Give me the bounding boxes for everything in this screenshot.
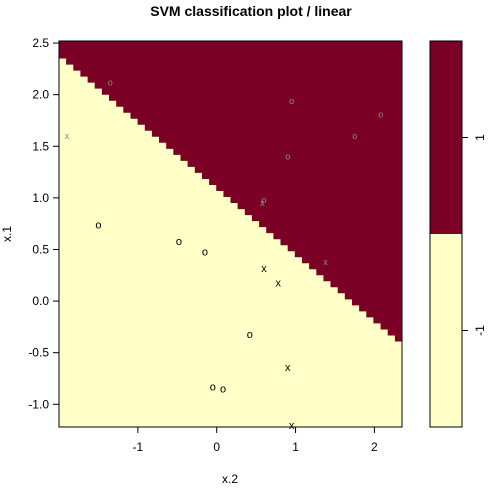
data-point: o	[285, 152, 290, 162]
legend-label: -1	[473, 325, 487, 336]
data-point: o	[289, 96, 294, 106]
legend-label: 1	[473, 134, 487, 141]
data-point: o	[95, 220, 101, 232]
y-tick-label: 2.0	[32, 88, 49, 102]
data-point: o	[378, 109, 383, 119]
y-tick-label: 1.5	[32, 139, 49, 153]
axes: -1 0 1 2 -1.0 -0.5 0.0 0.5 1.0 1.5 2.0 2.5	[28, 36, 403, 454]
data-point: o	[176, 236, 182, 248]
legend-colorbar: 1 -1	[429, 40, 487, 428]
y-tick-label: 0.5	[32, 242, 49, 256]
data-point: o	[202, 246, 208, 258]
chart-title: SVM classification plot / linear	[150, 3, 352, 19]
data-point: o	[210, 382, 216, 394]
y-tick-label: 2.5	[32, 36, 49, 50]
x-tick-label: 2	[371, 440, 378, 454]
legend-swatch-class-1	[430, 41, 462, 234]
legend-swatch-class-neg1	[430, 234, 462, 427]
x-axis-label: x.2	[222, 472, 238, 486]
data-point: x	[285, 362, 291, 374]
data-point: x	[275, 277, 281, 289]
y-tick-label: 1.0	[32, 191, 49, 205]
y-tick-label: -1.0	[28, 397, 49, 411]
data-point: o	[261, 195, 266, 205]
data-point: x	[261, 263, 267, 275]
x-tick-label: -1	[133, 440, 144, 454]
data-point: o	[220, 384, 226, 396]
data-point: x	[65, 131, 70, 141]
data-point: o	[352, 131, 357, 141]
y-tick-label: -0.5	[28, 346, 49, 360]
x-tick-label: 1	[292, 440, 299, 454]
plot-frame	[58, 40, 403, 428]
region-class-1	[59, 41, 402, 348]
legend-frame	[429, 40, 463, 428]
data-point: x	[323, 257, 328, 267]
y-axis-label: x.1	[0, 226, 14, 242]
data-point: x	[289, 420, 295, 432]
data-point: x	[260, 198, 265, 208]
data-point: o	[108, 77, 113, 87]
x-tick-label: 0	[213, 440, 220, 454]
y-tick-label: 0.0	[32, 294, 49, 308]
data-point: o	[247, 329, 253, 341]
